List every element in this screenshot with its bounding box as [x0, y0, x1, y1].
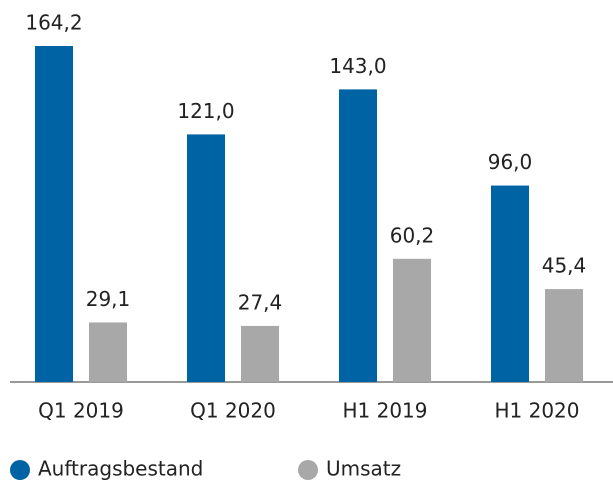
- x-tick-label: H1 2020: [494, 399, 579, 423]
- data-label: 121,0: [177, 99, 234, 123]
- x-tick-label: Q1 2019: [38, 399, 124, 423]
- data-label: 143,0: [329, 54, 386, 78]
- data-label: 96,0: [488, 150, 533, 174]
- data-label: 29,1: [86, 287, 131, 311]
- bar: [393, 258, 431, 382]
- bar: [491, 185, 529, 382]
- legend-label: Umsatz: [326, 457, 401, 481]
- bar: [241, 325, 279, 382]
- x-tick-label: H1 2019: [342, 399, 427, 423]
- bar: [339, 89, 377, 383]
- legend-swatch: [10, 460, 30, 480]
- bar: [187, 134, 225, 382]
- data-label: 27,4: [238, 290, 283, 314]
- legend-label: Auftragsbestand: [38, 457, 203, 481]
- legend-swatch: [298, 460, 318, 480]
- data-label: 60,2: [390, 223, 435, 247]
- bar: [35, 46, 73, 382]
- bar: [545, 289, 583, 382]
- bar: [89, 322, 127, 382]
- data-label: 164,2: [25, 11, 82, 35]
- data-label: 45,4: [542, 254, 587, 278]
- x-tick-label: Q1 2020: [190, 399, 276, 423]
